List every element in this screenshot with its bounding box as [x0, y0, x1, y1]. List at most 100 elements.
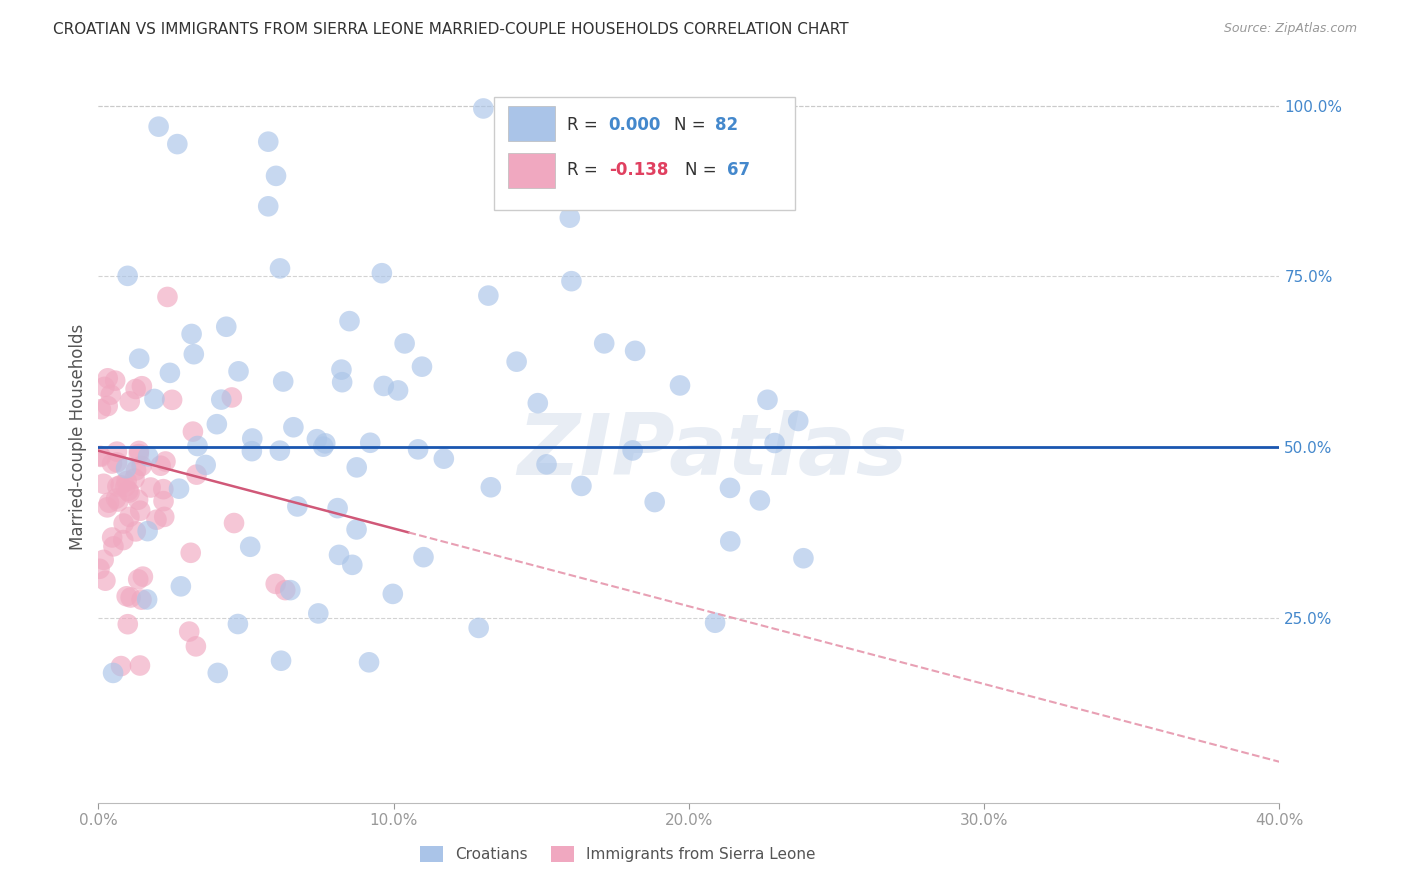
Point — [283, 420, 305, 434]
Point — [326, 501, 349, 516]
Point — [129, 658, 152, 673]
Point — [312, 440, 335, 454]
Point — [167, 482, 190, 496]
Bar — [508, 106, 555, 141]
Point — [105, 491, 128, 506]
Point — [624, 343, 647, 358]
Point — [93, 380, 115, 394]
Point — [159, 366, 181, 380]
Text: Source: ZipAtlas.com: Source: ZipAtlas.com — [1223, 22, 1357, 36]
Point — [136, 450, 159, 464]
Point — [644, 495, 666, 509]
Point — [98, 496, 121, 510]
Point — [118, 509, 141, 524]
Point — [207, 665, 229, 680]
Point — [226, 617, 249, 632]
Point — [240, 432, 263, 446]
Bar — [508, 153, 555, 188]
FancyBboxPatch shape — [494, 97, 796, 211]
Point — [270, 654, 292, 668]
Legend: Croatians, Immigrants from Sierra Leone: Croatians, Immigrants from Sierra Leone — [415, 840, 823, 868]
Point — [97, 399, 120, 413]
Text: 67: 67 — [727, 161, 749, 179]
Point — [125, 463, 148, 477]
Point — [128, 444, 150, 458]
Point — [105, 444, 128, 458]
Point — [342, 558, 364, 572]
Point — [124, 472, 146, 486]
Point — [128, 447, 150, 461]
Point — [127, 492, 149, 507]
Point — [718, 481, 741, 495]
Point — [257, 199, 280, 213]
Point — [160, 392, 183, 407]
Point — [114, 480, 136, 494]
Point — [205, 417, 228, 432]
Point — [93, 476, 115, 491]
Point — [346, 460, 368, 475]
Point — [411, 359, 433, 374]
Point — [152, 482, 174, 496]
Point — [96, 500, 118, 515]
Point — [571, 479, 593, 493]
Point — [748, 493, 770, 508]
Point — [394, 336, 416, 351]
Point — [346, 523, 368, 537]
Point — [148, 120, 170, 134]
Point — [359, 435, 381, 450]
Point — [792, 551, 814, 566]
Point — [117, 268, 139, 283]
Point — [536, 458, 558, 472]
Point — [209, 392, 232, 407]
Point — [180, 546, 202, 560]
Point — [194, 458, 217, 472]
Point — [373, 379, 395, 393]
Point — [330, 362, 353, 376]
Point — [136, 592, 159, 607]
Point — [115, 589, 138, 603]
Point — [101, 665, 124, 680]
Point — [371, 266, 394, 280]
Point — [124, 382, 146, 396]
Point — [107, 494, 129, 508]
Point — [621, 443, 644, 458]
Point — [406, 442, 429, 457]
Point — [257, 135, 280, 149]
Point — [669, 378, 692, 392]
Point — [104, 374, 127, 388]
Point — [387, 384, 409, 398]
Point — [285, 500, 308, 514]
Point — [101, 457, 124, 471]
Point — [186, 467, 208, 482]
Point — [105, 479, 128, 493]
Point — [704, 615, 727, 630]
Point — [186, 439, 208, 453]
Point — [467, 621, 489, 635]
Point — [756, 392, 779, 407]
Point — [155, 454, 177, 468]
Point — [120, 591, 142, 605]
Point — [221, 391, 243, 405]
Point — [153, 509, 176, 524]
Point — [136, 524, 159, 538]
Point — [170, 579, 193, 593]
Point — [105, 455, 128, 469]
Point — [215, 319, 238, 334]
Point — [477, 288, 499, 302]
Point — [527, 396, 550, 410]
Point — [505, 354, 527, 368]
Point — [339, 314, 361, 328]
Point — [433, 451, 456, 466]
Point — [115, 461, 138, 475]
Point — [103, 540, 125, 554]
Point — [110, 659, 132, 673]
Point — [128, 351, 150, 366]
Point — [117, 483, 139, 498]
Point — [271, 375, 294, 389]
Point — [139, 481, 162, 495]
Point — [112, 533, 135, 547]
Point — [560, 274, 582, 288]
Point — [94, 574, 117, 588]
Point — [127, 573, 149, 587]
Text: -0.138: -0.138 — [609, 161, 668, 179]
